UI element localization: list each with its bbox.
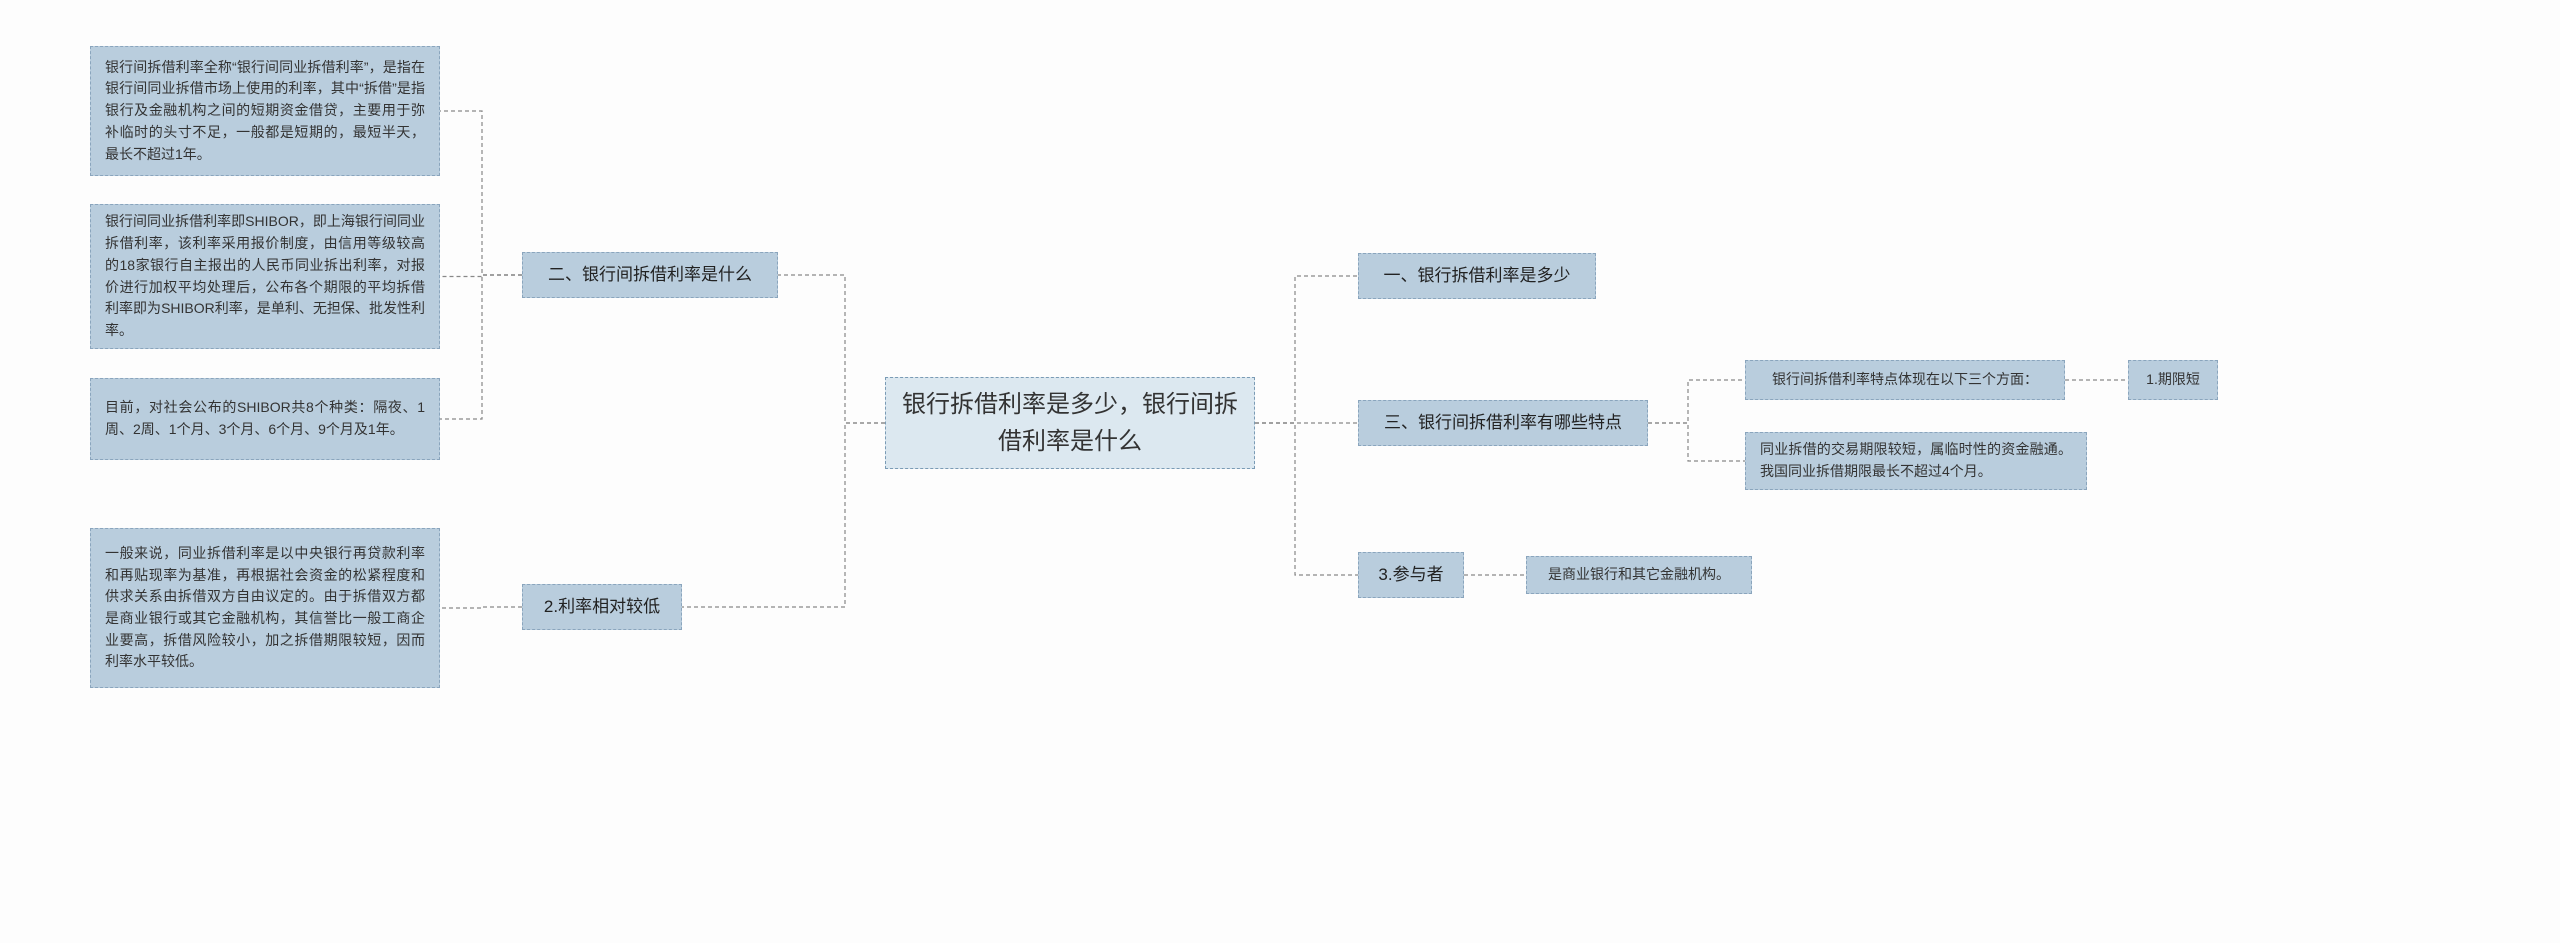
branch-label: 3.参与者: [1378, 562, 1443, 588]
leaf-text: 同业拆借的交易期限较短，属临时性的资金融通。我国同业拆借期限最长不超过4个月。: [1760, 439, 2072, 482]
branch-label: 二、银行间拆借利率是什么: [548, 262, 752, 288]
left-branch-section2: 二、银行间拆借利率是什么: [522, 252, 778, 298]
leaf-text: 1.期限短: [2146, 369, 2200, 391]
center-text: 银行拆借利率是多少，银行间拆借利率是什么: [900, 386, 1240, 460]
left-leaf-definition: 银行间拆借利率全称“银行间同业拆借利率”，是指在银行间同业拆借市场上使用的利率，…: [90, 46, 440, 176]
right-leaf-period-short: 1.期限短: [2128, 360, 2218, 400]
left-leaf-8types: 目前，对社会公布的SHIBOR共8个种类：隔夜、1周、2周、1个月、3个月、6个…: [90, 378, 440, 460]
right-branch-section1: 一、银行拆借利率是多少: [1358, 253, 1596, 299]
right-branch-section3: 三、银行间拆借利率有哪些特点: [1358, 400, 1648, 446]
leaf-text: 一般来说，同业拆借利率是以中央银行再贷款利率和再贴现率为基准，再根据社会资金的松…: [105, 543, 425, 673]
leaf-text: 银行间拆借利率特点体现在以下三个方面：: [1772, 369, 2038, 391]
left-leaf-ratelow-detail: 一般来说，同业拆借利率是以中央银行再贷款利率和再贴现率为基准，再根据社会资金的松…: [90, 528, 440, 688]
right-branch-participants: 3.参与者: [1358, 552, 1464, 598]
leaf-text: 是商业银行和其它金融机构。: [1548, 564, 1730, 586]
left-branch-rate-low: 2.利率相对较低: [522, 584, 682, 630]
right-leaf-3aspects: 银行间拆借利率特点体现在以下三个方面：: [1745, 360, 2065, 400]
right-leaf-participants-detail: 是商业银行和其它金融机构。: [1526, 556, 1752, 594]
leaf-text: 银行间同业拆借利率即SHIBOR，即上海银行间同业拆借利率，该利率采用报价制度，…: [105, 211, 425, 341]
branch-label: 三、银行间拆借利率有哪些特点: [1384, 410, 1622, 436]
leaf-text: 银行间拆借利率全称“银行间同业拆借利率”，是指在银行间同业拆借市场上使用的利率，…: [105, 57, 425, 165]
center-node: 银行拆借利率是多少，银行间拆借利率是什么: [885, 377, 1255, 469]
left-leaf-shibor: 银行间同业拆借利率即SHIBOR，即上海银行间同业拆借利率，该利率采用报价制度，…: [90, 204, 440, 349]
leaf-text: 目前，对社会公布的SHIBOR共8个种类：隔夜、1周、2周、1个月、3个月、6个…: [105, 397, 425, 440]
branch-label: 2.利率相对较低: [544, 594, 660, 620]
right-leaf-short-term: 同业拆借的交易期限较短，属临时性的资金融通。我国同业拆借期限最长不超过4个月。: [1745, 432, 2087, 490]
branch-label: 一、银行拆借利率是多少: [1384, 263, 1571, 289]
